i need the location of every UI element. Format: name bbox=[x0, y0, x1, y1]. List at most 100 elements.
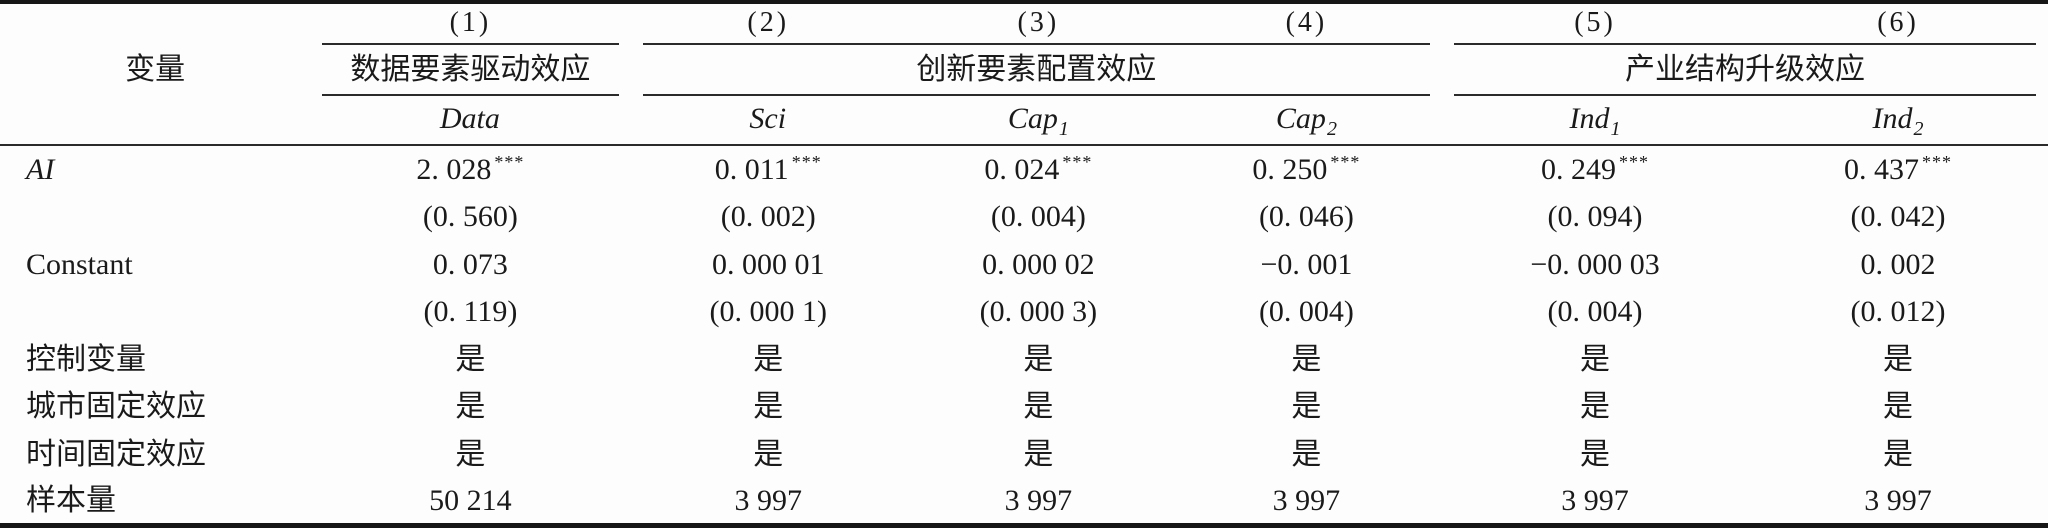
var-header-ind1: Ind1 bbox=[1442, 97, 1748, 146]
coef-cell: 0. 000 02 bbox=[906, 240, 1171, 287]
yes-value: 是 bbox=[1291, 390, 1322, 424]
yes-value: 是 bbox=[753, 390, 784, 424]
row-label bbox=[0, 288, 310, 335]
rule-segment bbox=[1442, 42, 2048, 45]
sample-cell: 3 997 bbox=[1748, 478, 2048, 526]
table-row-ai-se: (0. 560) (0. 002) (0. 004) (0. 046) (0. … bbox=[0, 193, 2048, 240]
sample-cell: 50 214 bbox=[310, 478, 630, 526]
yes-cell: 是 bbox=[906, 335, 1171, 382]
yes-value: 是 bbox=[1580, 437, 1611, 471]
var-header-sci: Sci bbox=[631, 97, 906, 146]
row-label: Constant bbox=[0, 240, 310, 287]
col-number-2: (2) bbox=[631, 2, 906, 42]
table-row-ai-coef: AI 2. 028 *** 0. 011 *** 0. 024 *** 0. 250 *… bbox=[0, 144, 2048, 193]
col-number-label: (3) bbox=[1017, 6, 1060, 38]
coef-value: 0. 000 02 bbox=[982, 247, 1095, 281]
row-label: 控制变量 bbox=[0, 335, 310, 382]
coef-value: 0. 249 bbox=[1541, 153, 1617, 187]
row-label: 城市固定效应 bbox=[0, 383, 310, 430]
yes-cell: 是 bbox=[1171, 383, 1442, 430]
coef-value: 0. 437 bbox=[1844, 153, 1920, 187]
yes-cell: 是 bbox=[1748, 383, 2048, 430]
sample-cell: 3 997 bbox=[631, 478, 906, 526]
col-number-label: (6) bbox=[1877, 6, 1919, 38]
coef-value: 0. 250 bbox=[1252, 153, 1328, 187]
se-cell: (0. 000 1) bbox=[631, 288, 906, 335]
yes-cell: 是 bbox=[906, 430, 1171, 477]
coef-value: −0. 000 03 bbox=[1530, 247, 1660, 281]
row-label-text: AI bbox=[26, 153, 55, 187]
header-spacer bbox=[0, 2, 310, 42]
yes-value: 是 bbox=[455, 342, 486, 376]
se-value: (0. 004) bbox=[1258, 295, 1354, 329]
coef-value: 0. 073 bbox=[432, 247, 508, 281]
yes-cell: 是 bbox=[1171, 335, 1442, 382]
col-number-6: (6) bbox=[1748, 2, 2048, 42]
coef-value: 0. 002 bbox=[1860, 247, 1936, 281]
coef-value: 0. 024 bbox=[984, 153, 1060, 187]
coef-cell: 0. 024 *** bbox=[905, 144, 1171, 193]
yes-value: 是 bbox=[1023, 342, 1054, 376]
se-cell: (0. 012) bbox=[1748, 288, 2048, 335]
se-cell: (0. 046) bbox=[1171, 193, 1442, 240]
se-value: (0. 094) bbox=[1547, 200, 1643, 234]
var-name: Cap bbox=[1275, 101, 1326, 135]
yes-value: 是 bbox=[1291, 437, 1322, 471]
se-cell: (0. 004) bbox=[1442, 288, 1748, 335]
col-number-4: (4) bbox=[1171, 2, 1442, 42]
var-name: Data bbox=[439, 101, 500, 135]
group-header-data-effect: 数据要素驱动效应 bbox=[310, 45, 630, 94]
var-subscript: 2 bbox=[1326, 117, 1337, 140]
row-label-text: 城市固定效应 bbox=[26, 390, 206, 424]
se-cell: (0. 119) bbox=[310, 288, 630, 335]
row-label: AI bbox=[0, 144, 311, 193]
group-header-innovation-effect: 创新要素配置效应 bbox=[631, 45, 1442, 94]
se-value: (0. 004) bbox=[1547, 295, 1643, 329]
yes-value: 是 bbox=[1883, 342, 1914, 376]
row-label-text: 时间固定效应 bbox=[26, 437, 206, 471]
yes-value: 是 bbox=[455, 390, 486, 424]
rule-segment bbox=[310, 42, 630, 45]
row-label-text: 控制变量 bbox=[26, 342, 146, 376]
sample-value: 3 997 bbox=[1004, 483, 1073, 517]
coef-cell: 0. 011 *** bbox=[630, 144, 906, 193]
significance-stars: *** bbox=[494, 152, 525, 173]
rule-row bbox=[0, 42, 2048, 45]
yes-cell: 是 bbox=[310, 430, 630, 477]
yes-value: 是 bbox=[1291, 342, 1322, 376]
coef-value: 0. 011 bbox=[714, 153, 789, 187]
col-number-label: (4) bbox=[1285, 6, 1328, 38]
significance-stars: *** bbox=[1330, 152, 1361, 173]
yes-cell: 是 bbox=[1748, 430, 2048, 477]
se-cell: (0. 004) bbox=[1171, 288, 1442, 335]
col-number-label: (2) bbox=[747, 6, 790, 38]
yes-cell: 是 bbox=[631, 430, 906, 477]
se-cell: (0. 004) bbox=[906, 193, 1171, 240]
coef-cell: 0. 249 *** bbox=[1442, 144, 1749, 193]
yes-value: 是 bbox=[1580, 390, 1611, 424]
yes-cell: 是 bbox=[906, 383, 1171, 430]
sample-cell: 3 997 bbox=[1442, 478, 1748, 526]
se-value: (0. 042) bbox=[1850, 200, 1946, 234]
var-header-cap2: Cap2 bbox=[1171, 97, 1442, 146]
var-subscript: 1 bbox=[1058, 117, 1069, 140]
col-number-label: (1) bbox=[449, 6, 492, 38]
rule-segment bbox=[1442, 94, 2048, 97]
coef-value: 2. 028 bbox=[416, 153, 492, 187]
row-label: 样本量 bbox=[0, 478, 310, 526]
se-value: (0. 000 3) bbox=[979, 295, 1098, 329]
sample-cell: 3 997 bbox=[1171, 478, 1442, 526]
yes-cell: 是 bbox=[631, 335, 906, 382]
sample-cell: 3 997 bbox=[906, 478, 1171, 526]
se-value: (0. 560) bbox=[422, 200, 518, 234]
yes-value: 是 bbox=[1023, 390, 1054, 424]
coef-cell: −0. 000 03 bbox=[1442, 240, 1748, 287]
table-row-sample-size: 样本量 50 214 3 997 3 997 3 997 3 997 3 997 bbox=[0, 478, 2048, 526]
yes-cell: 是 bbox=[1442, 335, 1748, 382]
header-spacer bbox=[0, 97, 310, 146]
significance-stars: *** bbox=[1922, 152, 1953, 173]
coef-cell: 0. 250 *** bbox=[1170, 144, 1442, 193]
rule-segment bbox=[631, 42, 1442, 45]
row-label: 时间固定效应 bbox=[0, 430, 310, 477]
yes-value: 是 bbox=[1023, 437, 1054, 471]
